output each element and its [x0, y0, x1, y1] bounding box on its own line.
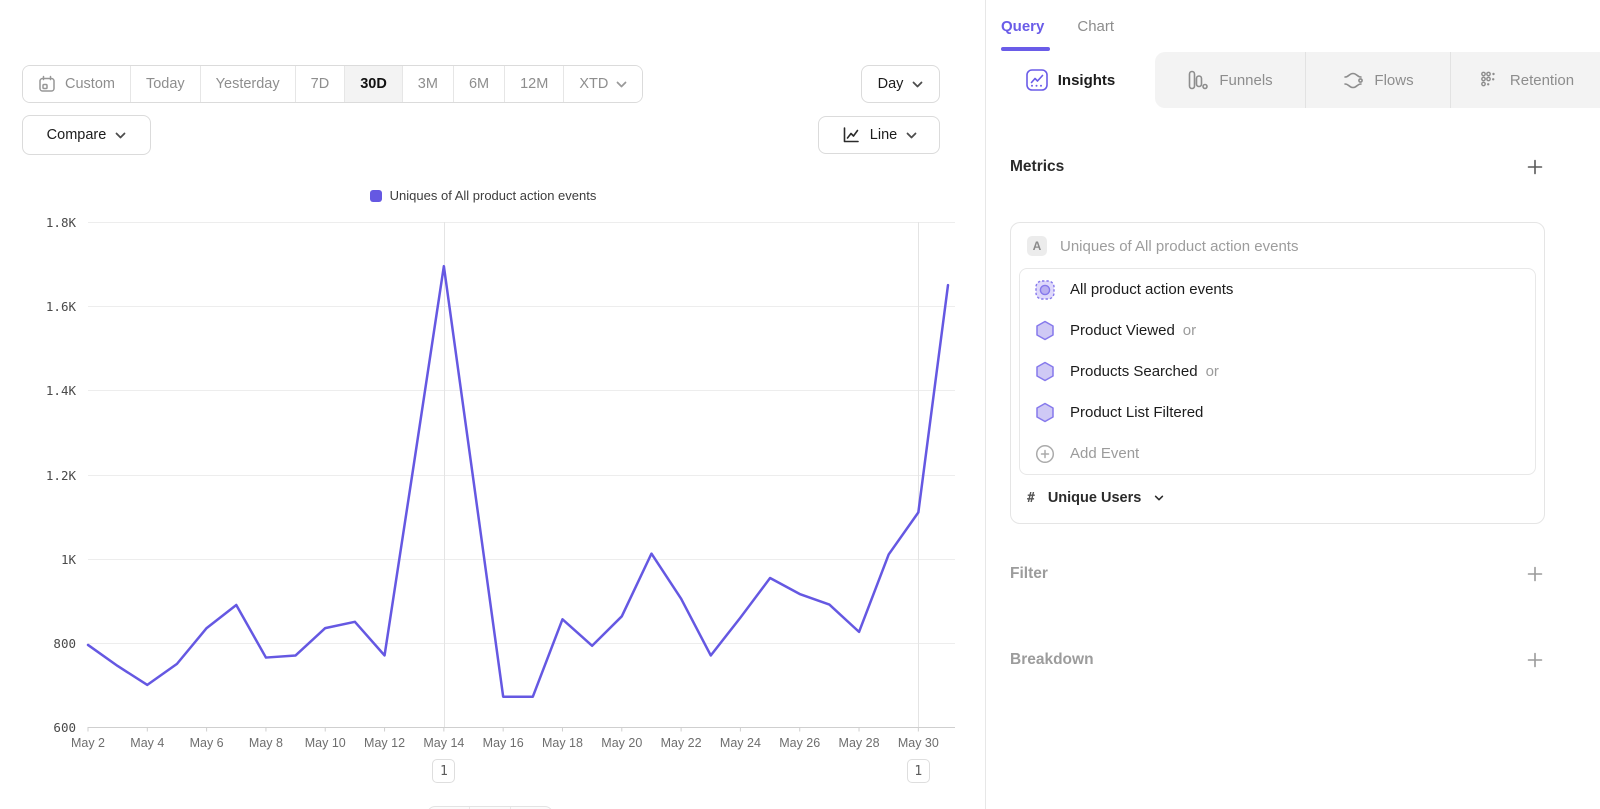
svg-text:May 12: May 12: [364, 736, 405, 750]
annotation-marker[interactable]: 1: [432, 759, 456, 783]
svg-text:May 8: May 8: [249, 736, 283, 750]
line-chart-icon: [841, 125, 861, 145]
svg-text:1.2K: 1.2K: [46, 468, 77, 483]
range-label: Custom: [65, 76, 115, 92]
chevron-down-icon: [912, 81, 923, 88]
svg-text:May 14: May 14: [423, 736, 464, 750]
range-yesterday[interactable]: Yesterday: [200, 66, 296, 102]
svg-text:May 10: May 10: [305, 736, 346, 750]
range-custom[interactable]: Custom: [23, 66, 131, 102]
events-card: All product action events Product Viewed…: [1019, 268, 1536, 475]
compare-button[interactable]: Compare: [22, 115, 151, 155]
granularity-select[interactable]: Day: [861, 65, 940, 103]
range-today[interactable]: Today: [130, 66, 201, 102]
svg-text:1K: 1K: [61, 552, 77, 567]
add-filter-button[interactable]: [1525, 564, 1545, 584]
svg-text:May 30: May 30: [898, 736, 939, 750]
filter-title: Filter: [1010, 565, 1048, 582]
event-row-products-searched[interactable]: Products Searched or: [1020, 351, 1535, 392]
tab-flows[interactable]: Flows: [1305, 52, 1450, 108]
add-event-button[interactable]: Add Event: [1020, 433, 1535, 474]
svg-text:800: 800: [53, 636, 76, 651]
flows-icon: [1342, 69, 1364, 91]
line-chart[interactable]: 600 800 1K 1.2K 1.4K 1.6K 1.8K May 2 May 4 May 6 M…: [0, 0, 985, 809]
retention-icon: [1478, 69, 1500, 91]
svg-text:May 20: May 20: [601, 736, 642, 750]
add-breakdown-button[interactable]: [1525, 650, 1545, 670]
range-12m[interactable]: 12M: [505, 66, 565, 102]
svg-text:May 16: May 16: [483, 736, 524, 750]
query-panel: Query Chart Insights: [985, 0, 1600, 809]
funnels-icon: [1187, 69, 1209, 91]
event-hexagon-icon: [1034, 402, 1056, 424]
range-6m[interactable]: 6M: [453, 66, 506, 102]
tab-insights[interactable]: Insights: [986, 52, 1155, 108]
active-tab-underline: [1001, 47, 1050, 51]
breakdown-title: Breakdown: [1010, 651, 1094, 668]
svg-text:May 4: May 4: [130, 736, 164, 750]
event-row-all-product-action-events[interactable]: All product action events: [1020, 269, 1535, 310]
tab-query[interactable]: Query: [1001, 17, 1045, 35]
chart-area: Custom Today Yesterday 7D 30D 3M 6M 12M …: [0, 0, 985, 809]
chevron-down-icon: [115, 132, 126, 139]
measure-selector[interactable]: # Unique Users: [1011, 475, 1544, 523]
all-events-icon: [1034, 279, 1056, 301]
svg-text:May 6: May 6: [190, 736, 224, 750]
legend-swatch: [369, 189, 382, 202]
metric-card-header[interactable]: A Uniques of All product action events: [1011, 223, 1544, 268]
svg-text:May 22: May 22: [661, 736, 702, 750]
chart-type-select[interactable]: Line: [818, 116, 940, 154]
tab-funnels[interactable]: Funnels: [1155, 52, 1305, 108]
metric-card: A Uniques of All product action events A…: [1010, 222, 1545, 524]
insights-icon: [1025, 69, 1048, 91]
report-type-tabs: Insights Funnels: [986, 52, 1600, 108]
metric-letter-badge: A: [1027, 236, 1047, 256]
svg-text:600: 600: [53, 720, 76, 735]
range-7d[interactable]: 7D: [295, 66, 346, 102]
tab-retention[interactable]: Retention: [1450, 52, 1600, 108]
svg-text:1.8K: 1.8K: [46, 215, 77, 230]
event-row-product-list-filtered[interactable]: Product List Filtered: [1020, 392, 1535, 433]
svg-text:1.4K: 1.4K: [46, 383, 77, 398]
chart-legend: Uniques of All product action events: [88, 188, 878, 203]
calendar-icon: [38, 75, 56, 93]
svg-text:May 28: May 28: [839, 736, 880, 750]
breakdown-section-header: Breakdown: [1010, 650, 1545, 670]
panel-body: Metrics A Uniques of All product action …: [986, 157, 1600, 670]
event-hexagon-icon: [1034, 361, 1056, 383]
date-range-control: Custom Today Yesterday 7D 30D 3M 6M 12M …: [22, 65, 644, 103]
tab-chart[interactable]: Chart: [1077, 17, 1115, 35]
metric-group-title: Uniques of All product action events: [1060, 237, 1299, 255]
svg-text:May 2: May 2: [71, 736, 105, 750]
event-row-product-viewed[interactable]: Product Viewed or: [1020, 310, 1535, 351]
chevron-down-icon: [1154, 495, 1164, 501]
svg-text:May 26: May 26: [779, 736, 820, 750]
metrics-section-header: Metrics: [1010, 157, 1545, 177]
chevron-down-icon: [616, 81, 627, 88]
legend-label: Uniques of All product action events: [389, 188, 597, 203]
svg-text:1.6K: 1.6K: [46, 299, 77, 314]
number-icon: #: [1027, 490, 1035, 506]
svg-text:May 24: May 24: [720, 736, 761, 750]
range-30d[interactable]: 30D: [345, 66, 403, 102]
range-xtd[interactable]: XTD: [564, 66, 643, 102]
svg-text:May 18: May 18: [542, 736, 583, 750]
range-3m[interactable]: 3M: [402, 66, 454, 102]
add-metric-button[interactable]: [1525, 157, 1545, 177]
plus-circle-icon: [1034, 443, 1056, 465]
event-hexagon-icon: [1034, 320, 1056, 342]
filter-section-header: Filter: [1010, 564, 1545, 584]
inactive-tabs-group: Funnels Flows: [1155, 52, 1600, 108]
metrics-title: Metrics: [1010, 158, 1065, 175]
annotation-marker[interactable]: 1: [906, 759, 930, 783]
chevron-down-icon: [906, 132, 917, 139]
panel-header: Query Chart: [986, 0, 1600, 52]
